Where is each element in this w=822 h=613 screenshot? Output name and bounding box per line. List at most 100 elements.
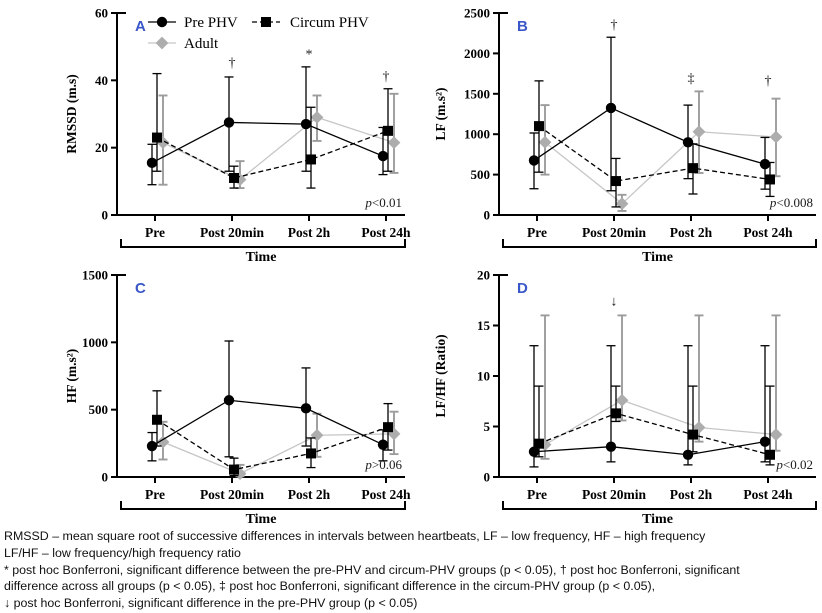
caption-line: * post hoc Bonferroni, significant diffe… <box>4 562 740 577</box>
square-marker <box>261 17 271 27</box>
series-line <box>538 125 771 182</box>
panel-letter: D <box>517 280 528 297</box>
series-pre-phv <box>528 345 771 468</box>
x-tick-label: Post 24h <box>743 225 793 240</box>
y-tick-label: 1000 <box>82 335 108 350</box>
y-tick-label: 500 <box>89 402 109 417</box>
caption-line: ↓ post hoc Bonferroni, significant diffe… <box>4 596 418 611</box>
series-line <box>151 121 384 164</box>
panel-grid: 0 20 40 60 RMSSD (m.s) Pre Post 20min Post 2h Po… <box>64 6 817 527</box>
square-marker <box>383 422 393 433</box>
significance-marker: † <box>383 69 390 84</box>
series-pre-phv <box>528 36 771 192</box>
diamond-marker <box>615 393 629 407</box>
y-axis-label: HF (m.s²) <box>64 349 79 404</box>
y-tick-label: 0 <box>484 208 491 223</box>
diamond-marker <box>387 427 401 441</box>
x-axis-label: Time <box>246 512 277 527</box>
square-marker <box>611 176 621 187</box>
diamond-marker <box>538 135 552 149</box>
series-adult <box>538 90 783 212</box>
diamond-marker <box>615 197 629 211</box>
x-tick-label: Post 20min <box>582 487 647 502</box>
series-line <box>162 433 395 475</box>
axes: 0 500 1000 1500 HF (m.s²) Pre Post 20min Post 2… <box>64 268 411 528</box>
x-tick-label: Pre <box>145 487 165 502</box>
square-marker <box>306 448 316 459</box>
y-tick-label: 1000 <box>464 127 490 142</box>
series-adult <box>538 314 783 460</box>
square-marker <box>306 154 316 165</box>
y-tick-label: 0 <box>102 470 109 485</box>
diamond-marker <box>387 136 401 150</box>
circle-marker <box>605 441 617 452</box>
figure-caption: RMSSD – mean square root of successive d… <box>0 524 822 612</box>
x-axis-label: Time <box>246 250 277 265</box>
diamond-marker <box>156 136 170 150</box>
x-tick-label: Pre <box>145 225 165 240</box>
x-tick-label: Post 24h <box>361 487 411 502</box>
diamond-marker <box>155 36 169 50</box>
y-tick-label: 0 <box>484 470 491 485</box>
panel-letter: B <box>517 18 528 35</box>
diamond-marker <box>310 110 324 124</box>
square-marker <box>229 172 239 183</box>
p-value-label: p<0.01 <box>364 195 402 210</box>
circle-marker <box>146 157 158 169</box>
axes: 0 500 1000 1500 2000 2500 LF (m.s²) Pre Post 20m… <box>433 6 817 265</box>
square-marker <box>152 414 162 425</box>
y-tick-label: 2500 <box>464 6 490 21</box>
circle-marker <box>605 102 617 114</box>
p-value-label: p<0.008 <box>769 195 813 210</box>
series-circum-phv <box>152 72 393 189</box>
circle-marker <box>223 117 235 128</box>
y-tick-label: 10 <box>477 369 490 384</box>
y-axis-label: LF (m.s²) <box>433 87 448 140</box>
y-tick-label: 0 <box>102 208 109 223</box>
caption-line: RMSSD – mean square root of successive d… <box>4 529 706 543</box>
square-marker <box>765 449 775 460</box>
axes: 0 20 40 60 RMSSD (m.s) Pre Post 20min Post 2h Po… <box>64 6 411 266</box>
legend: Pre PHV Circum PHV Adult <box>148 15 369 52</box>
circle-marker <box>300 118 312 130</box>
series-line <box>533 441 766 456</box>
x-tick-label: Post 24h <box>361 225 411 240</box>
significance-marker: † <box>765 74 772 89</box>
legend-label-adult: Adult <box>184 36 219 52</box>
significance-marker: ↓ <box>611 294 618 309</box>
series-line <box>156 130 389 179</box>
square-marker <box>229 464 239 475</box>
y-axis-label: LF/HF (Ratio) <box>433 334 448 417</box>
x-tick-label: Post 2h <box>288 487 331 502</box>
series-line <box>544 131 777 205</box>
legend-label-circum-phv: Circum PHV <box>290 15 369 31</box>
circle-marker <box>759 158 771 170</box>
panel-letter: C <box>135 280 146 297</box>
axes: 0 5 10 15 20 LF/HF (Ratio) Pre Post 20min Post 2… <box>433 268 817 527</box>
diamond-marker <box>310 428 324 442</box>
x-tick-label: Post 20min <box>200 225 265 240</box>
series-adult <box>156 410 401 481</box>
series-line <box>544 399 777 446</box>
series-pre-phv <box>146 340 389 462</box>
y-tick-label: 5 <box>484 419 491 434</box>
square-marker <box>688 429 698 440</box>
circle-marker <box>528 446 540 457</box>
caption-line: LF/HF – low frequency/high frequency rat… <box>4 545 241 560</box>
y-tick-label: 15 <box>477 318 491 333</box>
significance-marker: * <box>306 47 313 62</box>
p-value-label: p<0.02 <box>775 457 813 472</box>
y-tick-label: 1500 <box>82 268 108 283</box>
circle-marker <box>528 155 540 166</box>
caption-line: difference across all groups (p < 0.05),… <box>4 579 656 594</box>
series-circum-phv <box>152 390 393 477</box>
significance-marker: † <box>611 18 618 33</box>
x-tick-label: Post 20min <box>582 225 647 240</box>
circle-marker <box>377 150 389 162</box>
x-tick-label: Post 2h <box>670 225 713 240</box>
square-marker <box>152 132 162 143</box>
x-axis-label: Time <box>642 512 673 527</box>
series-line <box>533 107 766 165</box>
legend-label-pre-phv: Pre PHV <box>184 15 238 31</box>
series-pre-phv <box>146 66 389 186</box>
